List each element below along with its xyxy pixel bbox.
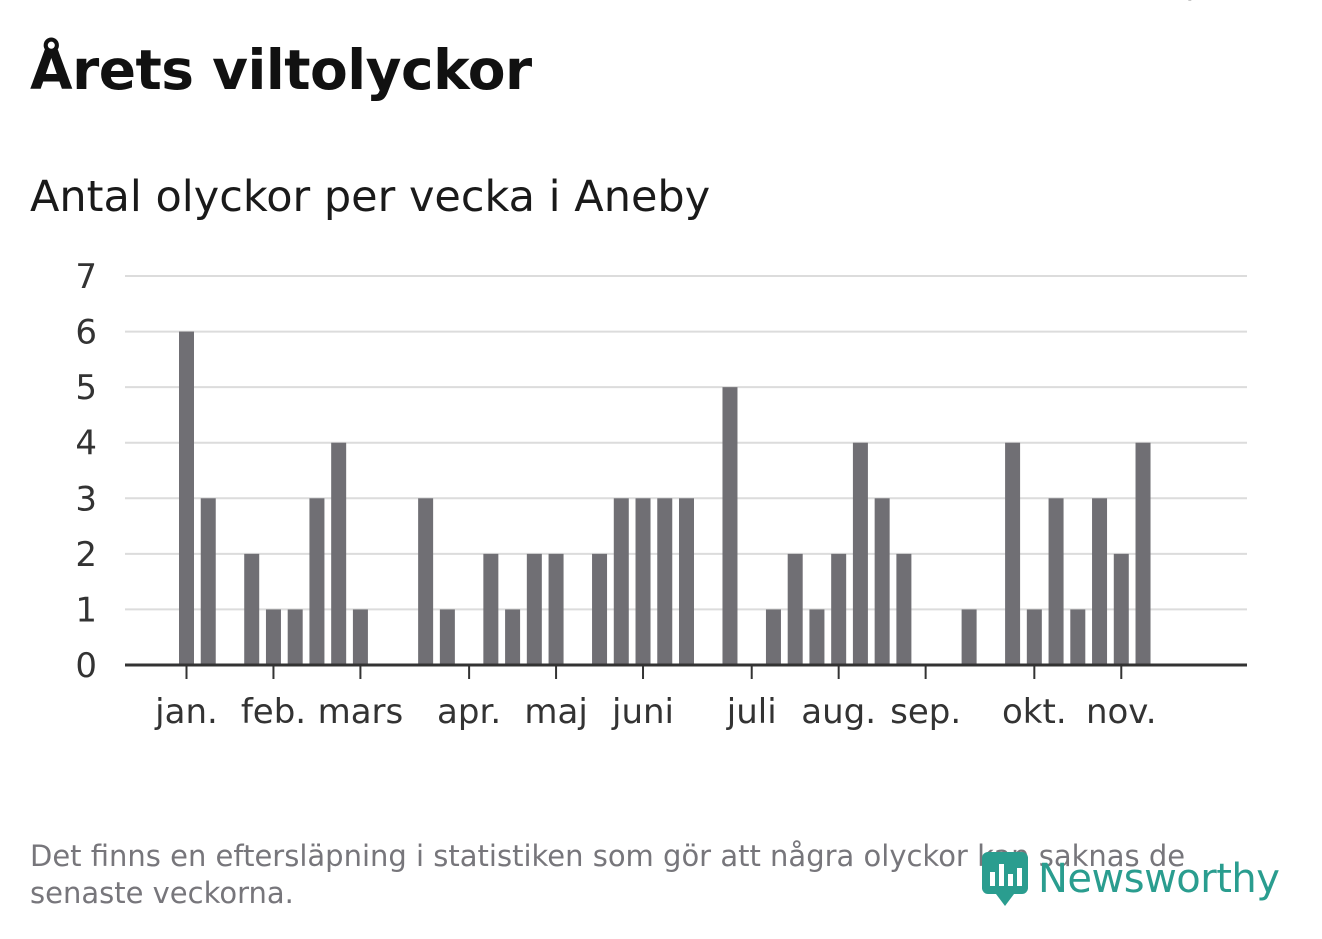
- newsworthy-logo-icon: [982, 852, 1028, 906]
- y-tick-label: 0: [75, 646, 97, 686]
- bar: [179, 331, 194, 665]
- bar: [1092, 498, 1108, 665]
- chart-subtitle: Antal olyckor per vecka i Aneby: [30, 172, 711, 222]
- bar: [635, 498, 651, 665]
- bar: [418, 498, 434, 665]
- bar: [265, 609, 281, 665]
- y-tick-label: 2: [75, 535, 97, 575]
- bar: [1070, 609, 1086, 665]
- bar: [1048, 498, 1064, 665]
- x-tick-label: okt.: [1002, 692, 1067, 732]
- y-tick-label: 7: [75, 257, 97, 297]
- bar: [679, 498, 694, 665]
- x-tick-label: aug.: [801, 692, 876, 732]
- brand-name: Newsworthy: [1038, 856, 1280, 902]
- bar: [287, 609, 303, 665]
- y-tick-label: 5: [75, 368, 97, 408]
- bar: [765, 609, 781, 665]
- bar: [722, 387, 738, 665]
- bar: [331, 442, 347, 665]
- bar: [526, 553, 542, 665]
- x-tick-label: juli: [726, 692, 777, 732]
- bar: [613, 498, 629, 665]
- x-tick-label: nov.: [1086, 692, 1157, 732]
- y-tick-label: 4: [75, 424, 97, 464]
- bar: [483, 553, 499, 665]
- x-tick-label: juni: [611, 692, 674, 732]
- bar: [200, 498, 216, 665]
- bar: [505, 609, 521, 665]
- chart-title: Årets viltolyckor: [30, 38, 532, 102]
- bar: [548, 553, 564, 665]
- bar: [874, 498, 890, 665]
- x-tick-label: mars: [318, 692, 404, 732]
- bar: [1026, 609, 1042, 665]
- bar: [439, 609, 455, 665]
- bar: [1113, 553, 1129, 665]
- bar: [592, 553, 608, 665]
- bar: [657, 498, 673, 665]
- x-tick-label: sep.: [890, 692, 961, 732]
- x-tick-label: jan.: [154, 692, 218, 732]
- bar: [352, 609, 368, 665]
- bar: [809, 609, 825, 665]
- x-tick-label: feb.: [241, 692, 306, 732]
- bar: [1135, 442, 1151, 665]
- y-tick-label: 3: [75, 479, 97, 519]
- data-label: 4: [1177, 0, 1196, 8]
- y-tick-label: 1: [75, 590, 97, 630]
- bar: [309, 498, 325, 665]
- bar: [896, 553, 912, 665]
- bar-chart: 0 1 2 3 4 5 6 7 jan. feb. mars apr. maj juni juli aug.…: [75, 0, 1247, 732]
- bar: [831, 553, 847, 665]
- bar: [787, 553, 803, 665]
- bar: [961, 609, 977, 665]
- newsworthy-logo[interactable]: Newsworthy: [980, 848, 1280, 910]
- bars: [179, 331, 1151, 665]
- bar: [244, 553, 260, 665]
- bar: [1005, 442, 1021, 665]
- x-tick-label: maj: [524, 692, 587, 732]
- x-axis-month-ticks: jan. feb. mars apr. maj juni juli aug. sep. okt. n…: [154, 665, 1157, 732]
- x-tick-label: apr.: [437, 692, 501, 732]
- y-tick-label: 6: [75, 313, 97, 353]
- bar: [852, 442, 868, 665]
- data-labels: 4: [1177, 0, 1196, 8]
- y-axis-tick-labels: 0 1 2 3 4 5 6 7: [75, 257, 97, 686]
